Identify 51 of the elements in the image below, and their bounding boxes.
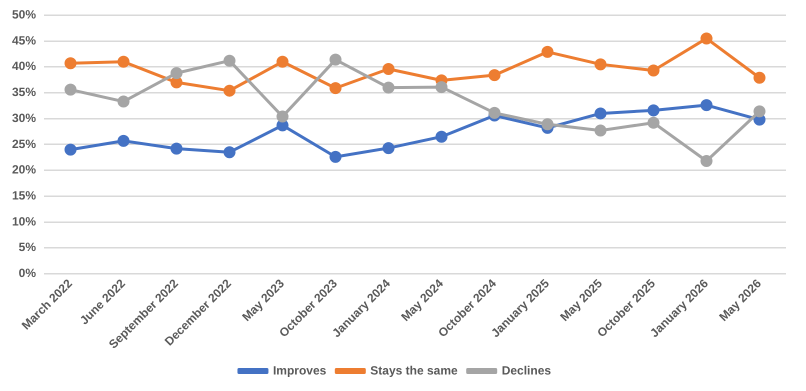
point <box>648 116 660 129</box>
point <box>700 155 712 168</box>
point <box>382 62 395 75</box>
point <box>754 105 766 118</box>
point <box>276 110 289 123</box>
legend-label: Stays the same <box>370 363 458 378</box>
point <box>648 64 660 77</box>
point <box>330 150 342 163</box>
point <box>330 82 342 94</box>
point <box>436 81 448 94</box>
point <box>648 104 660 116</box>
point <box>700 32 712 44</box>
y-tick-label: 35% <box>12 85 36 100</box>
point <box>276 56 289 68</box>
y-tick-label: 50% <box>12 8 36 22</box>
y-tick-label: 45% <box>12 33 36 48</box>
point <box>700 99 712 112</box>
point <box>64 84 77 96</box>
point <box>170 76 183 88</box>
point <box>488 69 501 82</box>
point <box>170 67 183 80</box>
point <box>118 56 130 68</box>
point <box>224 146 236 158</box>
point <box>382 142 395 154</box>
point <box>594 124 607 137</box>
y-tick-label: 25% <box>12 136 36 151</box>
y-tick-label: 15% <box>12 188 36 202</box>
y-tick-label: 30% <box>12 110 36 125</box>
point <box>64 57 77 70</box>
point <box>382 82 395 94</box>
point <box>754 72 766 84</box>
y-tick-label: 20% <box>12 162 36 177</box>
point <box>118 134 130 147</box>
point <box>594 58 607 70</box>
point <box>488 106 501 119</box>
point <box>118 96 130 108</box>
point <box>330 54 342 66</box>
point <box>224 54 236 67</box>
y-tick-label: 0% <box>18 266 36 280</box>
point <box>542 118 554 130</box>
point <box>64 144 77 156</box>
legend-label: Declines <box>502 363 552 378</box>
point <box>594 107 607 120</box>
y-tick-label: 5% <box>18 240 36 254</box>
point <box>436 130 448 143</box>
y-tick-label: 40% <box>12 59 36 74</box>
point <box>542 46 554 58</box>
point <box>170 142 183 155</box>
point <box>224 84 236 97</box>
y-tick-label: 10% <box>12 214 36 228</box>
legend-label: Improves <box>272 363 327 378</box>
